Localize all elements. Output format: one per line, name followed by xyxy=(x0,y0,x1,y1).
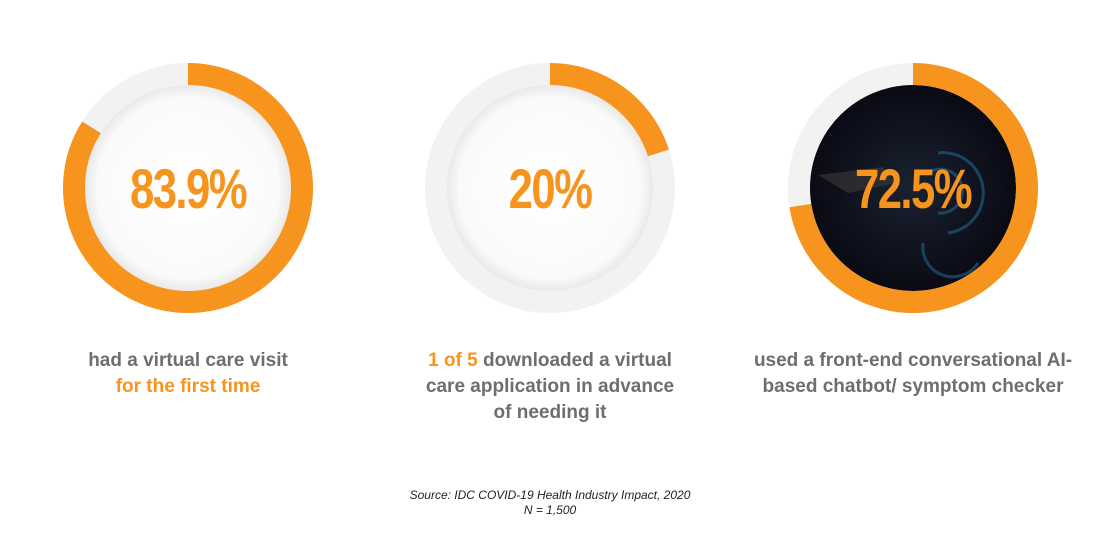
caption-highlight: for the first time xyxy=(115,376,261,397)
stat-value: 72.5% xyxy=(854,156,973,220)
progress-arc xyxy=(425,63,675,313)
caption-text: used a front-end conversational AI-based… xyxy=(753,350,1073,397)
stat-ring-3: 72.5% xyxy=(788,63,1038,313)
inner-photo-disk xyxy=(810,85,1016,291)
ring-graphic xyxy=(63,63,313,313)
inner-disk xyxy=(447,85,653,291)
caption-highlight: 1 of 5 xyxy=(428,350,478,371)
stat-ring-2: 20% xyxy=(425,63,675,313)
ring-graphic xyxy=(425,63,675,313)
stat-caption-2: 1 of 5 downloaded a virtual care applica… xyxy=(425,348,675,426)
stat-ring-1: 83.9% xyxy=(63,63,313,313)
ring-graphic xyxy=(788,63,1038,313)
sample-size-line: N = 1,500 xyxy=(523,503,577,517)
caption-text: downloaded a virtual care application in… xyxy=(425,350,675,423)
inner-disk xyxy=(85,85,291,291)
stat-caption-3: used a front-end conversational AI-based… xyxy=(743,348,1083,400)
progress-arc xyxy=(63,63,313,313)
source-line: Source: IDC COVID-19 Health Industry Imp… xyxy=(409,488,691,502)
stat-caption-1: had a virtual care visit for the first ti… xyxy=(8,348,368,400)
progress-arc xyxy=(788,63,1038,313)
photo-hand-shape xyxy=(818,167,896,193)
caption-text: had a virtual care visit xyxy=(88,350,288,371)
stat-value: 83.9% xyxy=(129,156,248,220)
stat-value: 20% xyxy=(508,156,593,220)
source-note: Source: IDC COVID-19 Health Industry Imp… xyxy=(0,488,1100,518)
photo-glow-arcs xyxy=(921,151,985,279)
